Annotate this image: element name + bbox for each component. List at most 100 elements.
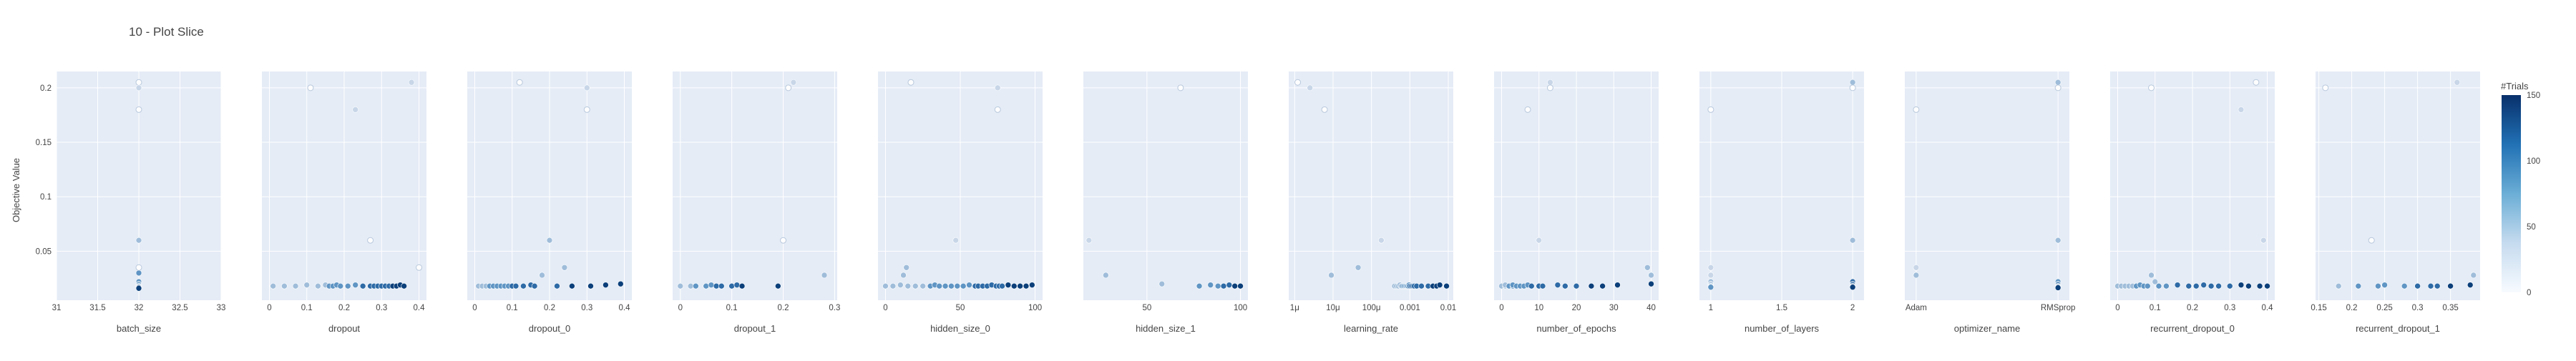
data-point bbox=[2375, 282, 2381, 290]
data-point bbox=[531, 282, 538, 290]
x-axis-label: learning_rate bbox=[1344, 323, 1398, 334]
data-point bbox=[2054, 84, 2062, 92]
x-tick-label: 1 bbox=[1709, 304, 1713, 312]
x-axis-label: optimizer_name bbox=[1954, 323, 2021, 334]
data-point bbox=[1547, 79, 1553, 86]
data-point bbox=[677, 282, 684, 290]
data-point bbox=[904, 282, 912, 290]
subplot-recurrent-dropout-1: 0.15 0.2 0.25 0.3 0.35 recurrent_dropout_1 bbox=[2311, 71, 2480, 334]
data-point bbox=[416, 264, 423, 271]
x-tick-label: 0.35 bbox=[2442, 304, 2458, 312]
data-point bbox=[1237, 282, 1244, 290]
x-axis-label: number_of_epochs bbox=[1536, 323, 1616, 334]
data-point bbox=[1546, 84, 1553, 92]
chart-title: 10 - Plot Slice bbox=[129, 25, 204, 39]
x-axis-label: hidden_size_1 bbox=[1136, 323, 1196, 334]
data-point bbox=[2381, 282, 2388, 288]
data-point bbox=[790, 79, 797, 86]
x-tick-label: 0 bbox=[678, 304, 683, 312]
data-point bbox=[2054, 237, 2062, 244]
x-tick-label: 0.2 bbox=[2187, 304, 2198, 312]
x-tick-label: 33 bbox=[217, 304, 226, 312]
data-point bbox=[2322, 84, 2329, 92]
data-point bbox=[2256, 282, 2263, 290]
data-point bbox=[708, 282, 715, 288]
data-point bbox=[821, 272, 828, 279]
y-tick-label: 0.1 bbox=[40, 193, 52, 202]
x-tick-label: 0.1 bbox=[507, 304, 518, 312]
y-tick-label: 0.2 bbox=[40, 84, 52, 93]
data-point bbox=[889, 282, 897, 290]
data-point bbox=[2238, 107, 2245, 113]
subplot-optimizer-name: Adam RMSprop optimizer_name bbox=[1905, 71, 2075, 334]
data-point bbox=[1528, 282, 1535, 290]
data-point bbox=[2245, 282, 2252, 290]
data-point bbox=[2401, 282, 2408, 290]
data-point bbox=[2200, 282, 2207, 288]
data-point bbox=[135, 264, 142, 271]
data-point bbox=[1524, 106, 1531, 113]
data-point bbox=[618, 280, 624, 287]
data-point bbox=[2368, 237, 2375, 244]
x-axis-label: dropout_1 bbox=[734, 323, 776, 334]
data-point bbox=[2163, 282, 2170, 290]
x-tick-label: 0.1 bbox=[726, 304, 738, 312]
data-point bbox=[359, 282, 366, 290]
data-point bbox=[2264, 282, 2270, 290]
data-point bbox=[936, 282, 943, 290]
data-point bbox=[554, 282, 560, 290]
x-tick-label: 2 bbox=[1850, 304, 1855, 312]
x-tick-label: 10μ bbox=[1326, 304, 1340, 312]
data-point bbox=[344, 282, 351, 290]
data-point bbox=[2467, 282, 2474, 288]
data-point bbox=[1707, 272, 1714, 279]
data-point bbox=[135, 237, 142, 244]
plot-area bbox=[1083, 71, 1248, 300]
data-point bbox=[303, 282, 311, 288]
data-point bbox=[1023, 282, 1030, 290]
data-point bbox=[352, 107, 358, 113]
y-tick-label: 0.05 bbox=[36, 247, 52, 256]
x-tick-label: 1μ bbox=[1290, 304, 1299, 312]
plot-area bbox=[1905, 71, 2069, 300]
data-point bbox=[281, 282, 288, 290]
data-point bbox=[583, 84, 590, 92]
colorbar-gradient bbox=[2502, 95, 2521, 292]
data-point bbox=[1913, 264, 1920, 271]
data-point bbox=[960, 282, 967, 290]
x-axis-label: recurrent_dropout_1 bbox=[2356, 323, 2440, 334]
data-point bbox=[1849, 79, 1856, 86]
data-point bbox=[2454, 79, 2461, 86]
data-point bbox=[1328, 272, 1335, 279]
data-point bbox=[1017, 282, 1023, 290]
data-point bbox=[693, 282, 699, 290]
data-point bbox=[2470, 272, 2477, 279]
data-point bbox=[1573, 282, 1580, 290]
plot-area bbox=[2316, 71, 2480, 300]
data-point bbox=[907, 79, 914, 86]
data-point bbox=[135, 106, 142, 113]
x-tick-label: 50 bbox=[956, 304, 965, 312]
data-point bbox=[307, 84, 314, 92]
x-axis-label: number_of_layers bbox=[1745, 323, 1820, 334]
data-point bbox=[703, 282, 710, 290]
x-tick-label: Adam bbox=[1906, 304, 1927, 312]
data-point bbox=[270, 282, 276, 290]
x-tick-label: 100 bbox=[1234, 304, 1247, 312]
data-point bbox=[1378, 237, 1385, 244]
data-point bbox=[1648, 280, 1654, 287]
plot-area bbox=[1289, 71, 1453, 300]
subplot-recurrent-dropout-0: 0 0.1 0.2 0.3 0.4 recurrent_dropout_0 bbox=[2110, 71, 2275, 334]
x-tick-label: 0.25 bbox=[2376, 304, 2392, 312]
x-tick-label: 0.3 bbox=[829, 304, 840, 312]
data-point bbox=[1220, 282, 1227, 290]
data-point bbox=[2215, 282, 2222, 290]
data-point bbox=[1158, 280, 1166, 287]
data-point bbox=[912, 282, 919, 290]
subplot-learning-rate: 1μ 10μ 100μ 0.001 0.01 learning_rate bbox=[1289, 71, 1456, 334]
x-axis-label: dropout_0 bbox=[529, 323, 571, 334]
data-point bbox=[2152, 278, 2159, 285]
data-point bbox=[2238, 282, 2245, 288]
x-tick-label: 0.3 bbox=[2412, 304, 2424, 312]
